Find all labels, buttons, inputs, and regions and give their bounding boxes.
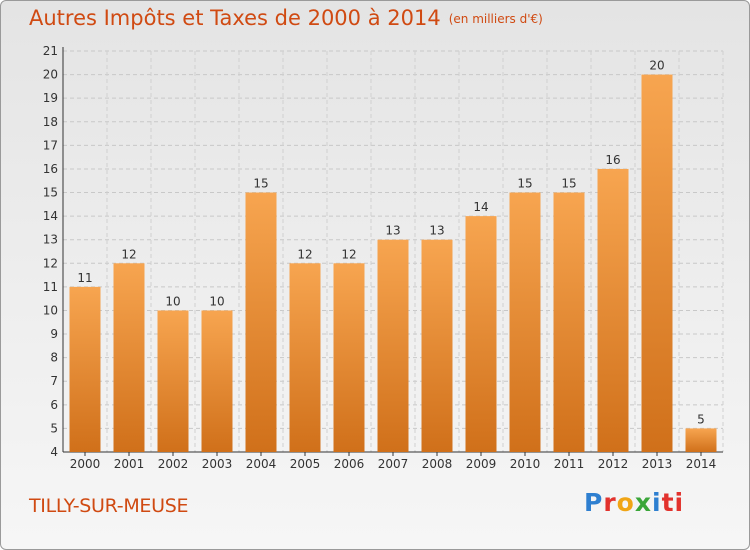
x-tick-label-2005: 2005 [290,457,321,471]
y-tick-label: 15 [43,186,58,200]
bar-2001 [113,263,145,452]
data-label-2007: 13 [385,224,400,238]
data-label-2012: 16 [605,153,620,167]
commune-name: TILLY-SUR-MEUSE [29,495,189,517]
data-label-2008: 13 [429,224,444,238]
bar-2000 [69,286,101,452]
x-tick-label-2014: 2014 [686,457,717,471]
y-tick-label: 12 [43,256,58,270]
bar-2011 [553,192,585,452]
y-tick-label: 20 [43,68,58,82]
bar-2014 [685,428,717,452]
x-tick-label-2000: 2000 [70,457,101,471]
x-tick-label-2008: 2008 [422,457,453,471]
x-tick-label-2009: 2009 [466,457,497,471]
bar-2010 [509,192,541,452]
x-tick-label-2010: 2010 [510,457,541,471]
y-tick-label: 9 [50,327,58,341]
bar-2004 [245,192,277,452]
x-tick-label-2012: 2012 [598,457,629,471]
axes: 4 5 6 7 8 9 10 11 12 13 14 15 16 17 18 19 20 21 2000 2001 20… [43,44,723,471]
x-tick-label-2001: 2001 [114,457,145,471]
bar-2005 [289,263,321,452]
y-tick-label: 4 [50,445,58,459]
data-label-2006: 12 [341,247,356,261]
y-tick-label: 19 [43,91,58,105]
data-label-2002: 10 [165,294,180,308]
x-tick-label-2007: 2007 [378,457,409,471]
y-tick-label: 10 [43,303,58,317]
data-label-2009: 14 [473,200,488,214]
data-label-2010: 15 [517,177,532,191]
bar-2007 [377,239,409,452]
x-tick-label-2011: 2011 [554,457,585,471]
chart-title: Autres Impôts et Taxes de 2000 à 2014 (en… [29,6,543,30]
data-label-2001: 12 [121,247,136,261]
data-label-2011: 15 [561,177,576,191]
y-tick-label: 17 [43,138,58,152]
y-tick-label: 6 [50,398,58,412]
data-label-2013: 20 [649,59,664,73]
bar-2008 [421,239,453,452]
proxiti-logo: Proxiti [584,488,685,517]
bar-2002 [157,310,189,452]
chart-unit: (en milliers d'€) [448,12,543,26]
y-tick-label: 14 [43,209,58,223]
bar-2012 [597,168,629,453]
y-tick-label: 16 [43,162,58,176]
bars [69,74,717,453]
y-tick-label: 21 [43,44,58,58]
x-tick-label-2013: 2013 [642,457,673,471]
x-tick-label-2002: 2002 [158,457,189,471]
y-tick-label: 11 [43,280,58,294]
bar-2003 [201,310,233,452]
x-tick-label-2006: 2006 [334,457,365,471]
bar-2013 [641,74,673,453]
y-tick-label: 7 [50,374,58,388]
data-label-2014: 5 [697,412,705,426]
data-label-2000: 11 [77,271,92,285]
bar-2006 [333,263,365,452]
x-tick-label-2003: 2003 [202,457,233,471]
y-tick-label: 13 [43,233,58,247]
y-tick-label: 18 [43,115,58,129]
data-label-2004: 15 [253,177,268,191]
chart-title-text: Autres Impôts et Taxes de 2000 à 2014 [29,6,441,30]
data-label-2003: 10 [209,294,224,308]
data-label-2005: 12 [297,247,312,261]
bar-2009 [465,216,497,452]
data-labels: 11 12 10 10 15 12 12 13 13 14 15 15 16 20 5 [77,59,704,427]
y-tick-label: 8 [50,351,58,365]
x-tick-label-2004: 2004 [246,457,277,471]
y-tick-label: 5 [50,421,58,435]
